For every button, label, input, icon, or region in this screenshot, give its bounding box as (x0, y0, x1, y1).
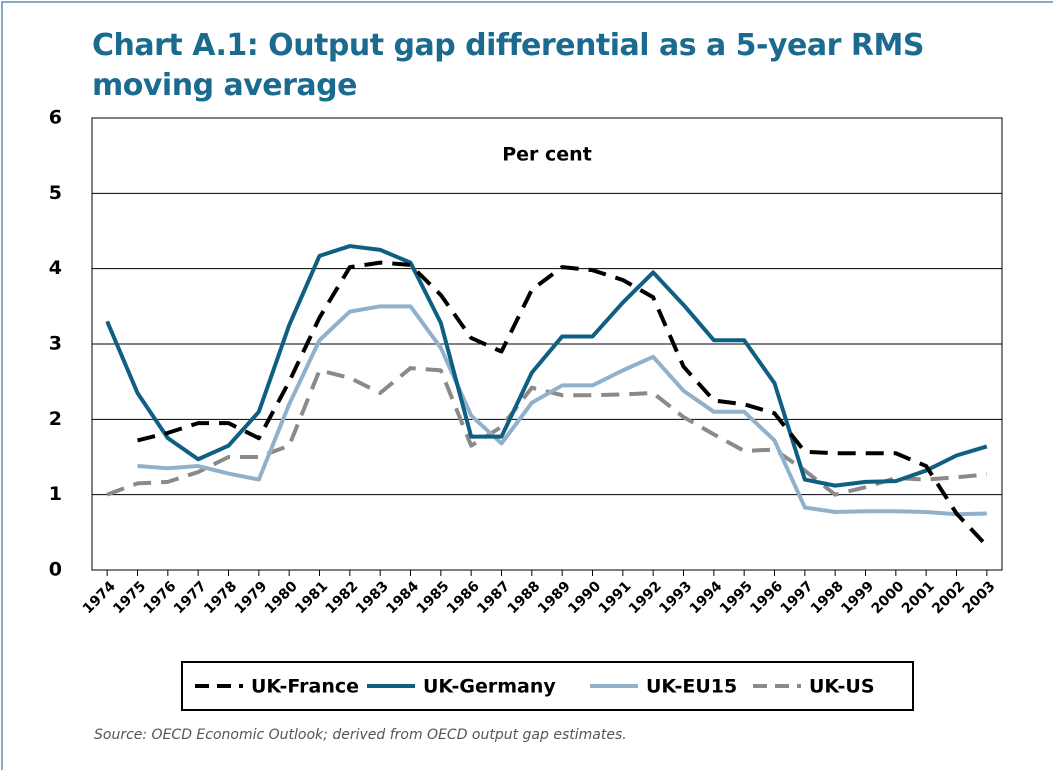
x-tick-label: 1987 (474, 578, 513, 617)
legend-label: UK-US (809, 676, 875, 698)
x-tick-label: 1979 (232, 578, 271, 617)
x-tick-label: 1989 (535, 578, 574, 617)
source: Source: OECD Economic Outlook; derived f… (94, 727, 627, 743)
annotation: Per cent (502, 144, 592, 166)
x-tick-label: 2003 (960, 578, 999, 617)
x-tick-label: 1974 (80, 578, 119, 617)
x-tick-label: 2001 (899, 578, 938, 617)
x-tick-label: 1984 (383, 578, 422, 617)
x-tick-label: 1975 (110, 578, 149, 617)
x-tick-label: 1997 (778, 578, 817, 617)
x-tick-label: 1994 (687, 578, 726, 617)
x-tick-label: 1998 (808, 578, 847, 617)
x-tick-label: 1995 (717, 578, 756, 617)
x-tick-label: 1978 (201, 578, 240, 617)
y-tick-label: 6 (49, 107, 62, 129)
legend-label: UK-France (251, 676, 359, 698)
x-tick-label: 2002 (929, 578, 968, 617)
y-tick-label: 2 (49, 408, 62, 430)
series-line (106, 366, 988, 497)
x-tick-label: 1992 (626, 578, 665, 617)
x-tick-label: 1988 (505, 578, 544, 617)
x-tick-label: 1977 (171, 578, 210, 617)
x-tick-label: 1991 (596, 578, 635, 617)
y-tick-label: 1 (49, 483, 62, 505)
x-tick-label: 1980 (262, 578, 301, 617)
y-tick-label: 4 (49, 257, 62, 279)
x-tick-label: 1986 (444, 578, 483, 617)
x-tick-label: 1976 (141, 578, 180, 617)
y-tick-label: 0 (49, 559, 62, 581)
series-line (137, 260, 989, 548)
chart-title: Chart A.1: Output gap differential as a … (92, 28, 924, 103)
legend-box (181, 661, 914, 711)
legend-label: UK-Germany (423, 676, 556, 698)
series-line (105, 244, 988, 488)
x-tick-label: 1996 (747, 578, 786, 617)
legend-label: UK-EU15 (646, 676, 737, 698)
x-tick-label: 1985 (414, 578, 453, 617)
x-tick-label: 1983 (353, 578, 392, 617)
x-tick-label: 1990 (565, 578, 604, 617)
x-tick-label: 1993 (656, 578, 695, 617)
x-tick-label: 2000 (869, 578, 908, 617)
x-tick-label: 1999 (838, 578, 877, 617)
x-tick-label: 1982 (323, 578, 362, 617)
series-line (137, 304, 987, 517)
y-tick-label: 3 (49, 333, 62, 355)
y-tick-label: 5 (49, 182, 62, 204)
x-tick-label: 1981 (292, 578, 331, 617)
